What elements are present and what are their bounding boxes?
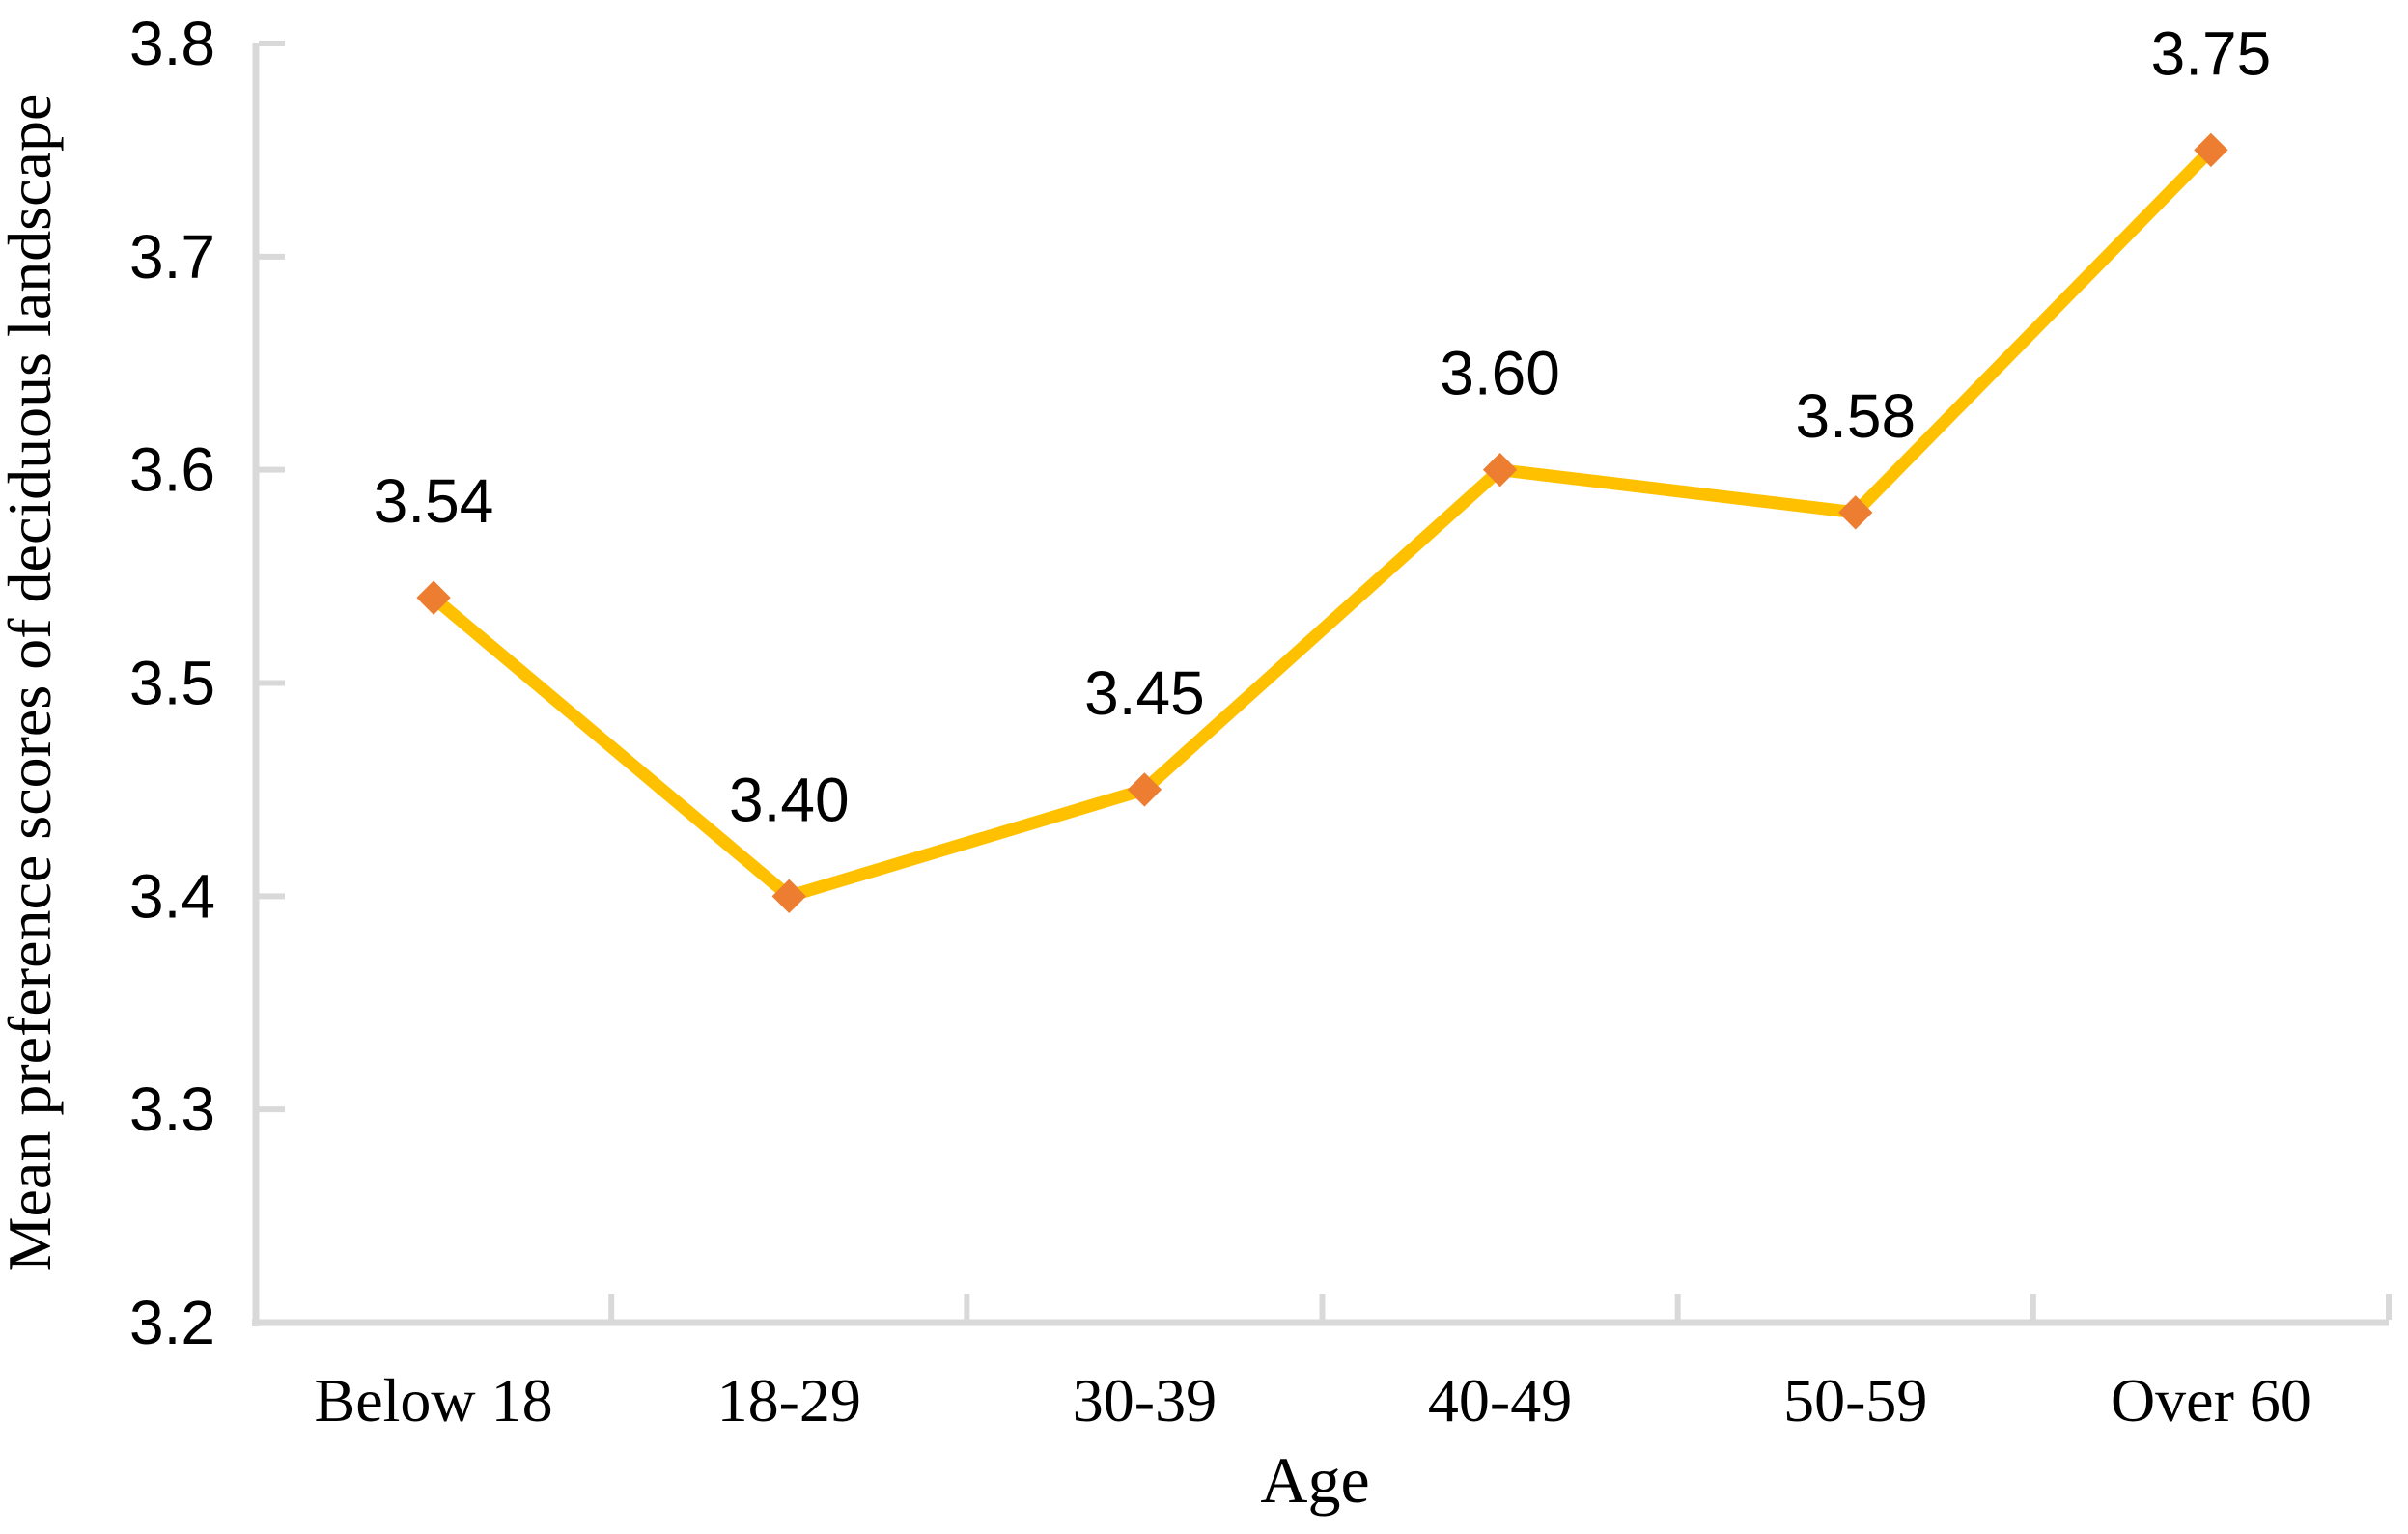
data-point-marker [771,879,806,914]
data-point-marker [1127,772,1162,807]
data-point-label: 3.75 [2151,18,2272,88]
x-category-label: Over 60 [2111,1366,2311,1435]
x-axis-title: Age [1260,1443,1369,1517]
series-line [427,143,2218,903]
data-point-label: 3.60 [1440,339,1560,408]
y-tick-label: 3.4 [129,861,215,931]
data-labels-layer: 3.54 3.40 3.45 3.60 3.58 3.75 [374,18,2271,834]
y-tick-label: 3.7 [129,222,215,292]
data-point-label: 3.58 [1795,381,1916,451]
y-axis-title: Mean preference scores of deciduous land… [0,94,64,1272]
x-category-label: 30-39 [1073,1366,1217,1435]
x-category-label: Below 18 [315,1366,553,1435]
y-tick-label: 3.2 [129,1288,215,1357]
x-category-label: 18-29 [717,1366,861,1435]
y-tick-label: 3.6 [129,435,215,505]
data-point-label: 3.45 [1084,658,1205,728]
x-category-label: 50-59 [1783,1366,1927,1435]
y-tick-label: 3.8 [129,9,215,78]
data-point-label: 3.54 [374,466,494,536]
data-point-label: 3.40 [729,765,850,834]
y-tick-label: 3.5 [129,649,215,718]
line-series [416,132,2228,914]
data-point-marker [1838,495,1873,530]
data-point-marker [416,580,451,615]
y-tick-label: 3.3 [129,1074,215,1144]
x-category-label: 40-49 [1428,1366,1572,1435]
axes-layer: 3.2 3.3 3.4 3.5 3.6 3.7 3.8 Below 18 18-29 30-39 4… [129,9,2392,1435]
